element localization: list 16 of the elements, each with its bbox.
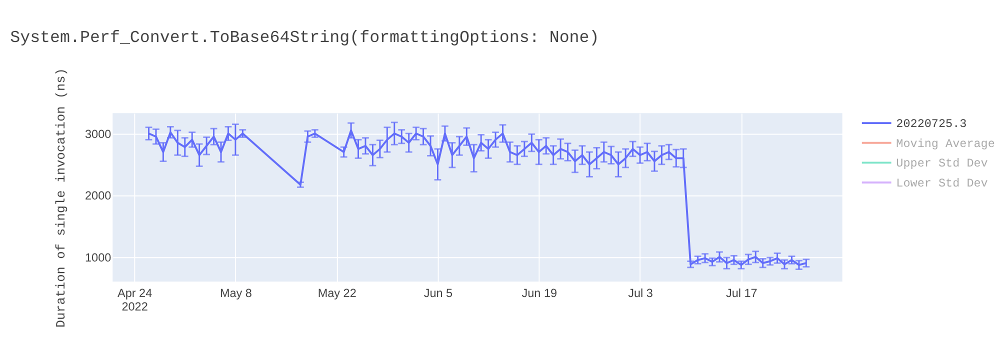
x-tick-label: May 8 bbox=[220, 286, 252, 300]
x-tick-label: Apr 24 2022 bbox=[117, 286, 153, 314]
legend-label: Moving Average bbox=[896, 136, 995, 151]
legend-label: Upper Std Dev bbox=[896, 156, 988, 171]
x-tick-label: Jun 5 bbox=[424, 286, 454, 300]
x-tick-label: May 22 bbox=[318, 286, 356, 300]
x-tick-label: Jun 19 bbox=[522, 286, 558, 300]
legend-label: Lower Std Dev bbox=[896, 176, 988, 190]
x-tick-label: Jul 17 bbox=[726, 286, 758, 300]
x-tick-label: Jul 3 bbox=[628, 286, 654, 300]
chart-title: System.Perf_Convert.ToBase64String(formattingOptions: None) bbox=[10, 28, 600, 48]
y-tick-label: 3000 bbox=[85, 128, 112, 141]
legend-label: 20220725.3 bbox=[896, 116, 967, 131]
y-tick-label: 2000 bbox=[85, 190, 112, 203]
y-axis-title: Duration of single invocation (ns) bbox=[53, 68, 68, 328]
y-tick-label: 1000 bbox=[85, 251, 112, 264]
